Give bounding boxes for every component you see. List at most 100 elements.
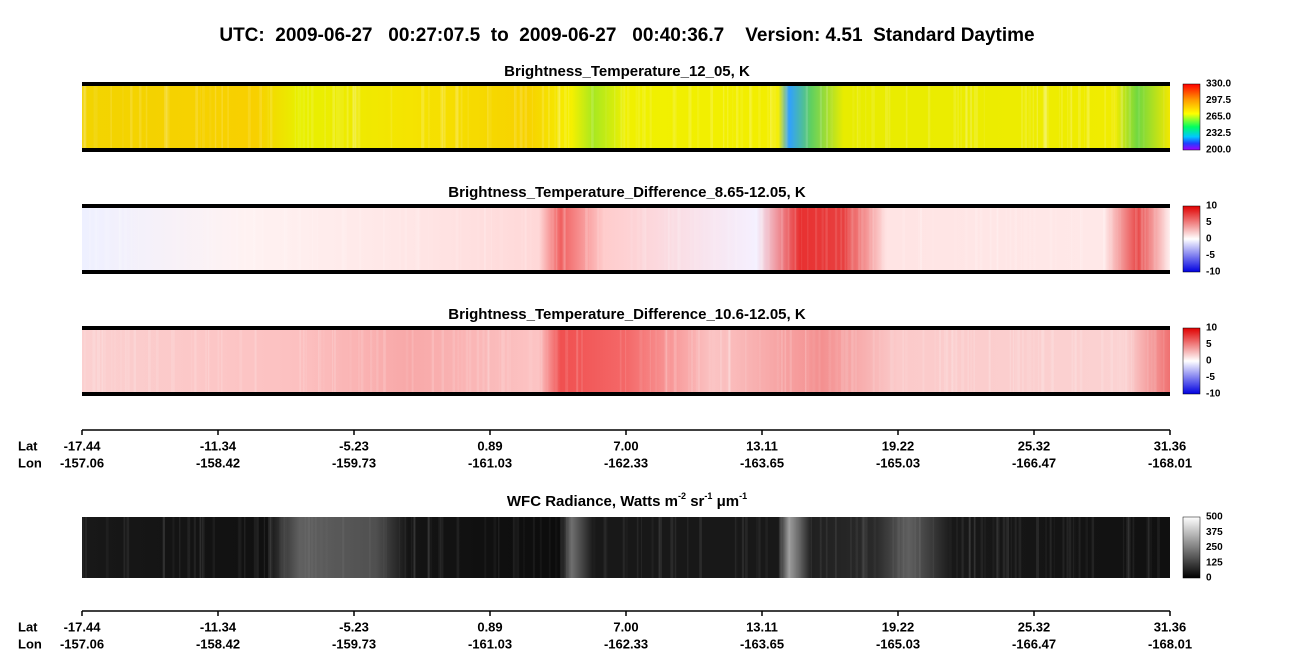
swath-streak: [515, 84, 517, 150]
swath-streak: [858, 84, 861, 150]
swath-streak: [299, 328, 301, 394]
swath-streak: [484, 206, 486, 272]
swath-streak: [812, 328, 816, 394]
swath-streak: [779, 517, 782, 578]
swath-streak: [1043, 328, 1045, 394]
swath-streak: [468, 328, 472, 394]
swath-streak: [1085, 517, 1089, 578]
swath-image: [82, 328, 1170, 394]
swath-streak: [476, 328, 480, 394]
swath-streak: [961, 517, 965, 578]
swath-streak: [919, 206, 923, 272]
swath-streak: [1121, 84, 1124, 150]
swath-streak: [983, 84, 985, 150]
swath-streak: [1078, 84, 1081, 150]
swath-streak: [1102, 206, 1106, 272]
swath-streak: [636, 517, 639, 578]
swath-streak: [1150, 517, 1152, 578]
swath-streak: [919, 206, 923, 272]
swath-streak: [568, 517, 571, 578]
swath-edge: [82, 326, 1170, 330]
swath-streak: [279, 517, 283, 578]
swath-streak: [1128, 517, 1131, 578]
swath-streak: [1132, 328, 1135, 394]
swath-streak: [247, 84, 251, 150]
swath-streak: [844, 328, 848, 394]
swath-streak: [979, 206, 983, 272]
swath-streak: [1047, 84, 1050, 150]
swath-streak: [965, 84, 968, 150]
swath-streak: [1052, 328, 1054, 394]
swath-streak: [1122, 517, 1125, 578]
swath-streak: [703, 206, 705, 272]
swath-streak: [417, 206, 420, 272]
swath-streak: [932, 517, 934, 578]
colorbar-label: 375: [1206, 527, 1223, 538]
swath-streak: [439, 517, 442, 578]
swath-streak: [852, 84, 855, 150]
colorbar-label: 0: [1206, 573, 1212, 584]
swath-streak: [342, 517, 345, 578]
swath-streak: [761, 206, 765, 272]
swath-edge: [82, 82, 1170, 86]
swath-streak: [1058, 84, 1061, 150]
swath-streak: [483, 206, 486, 272]
swath-streak: [968, 517, 971, 578]
swath-streak: [1105, 206, 1107, 272]
swath-streak: [519, 84, 523, 150]
swath-streak: [199, 84, 201, 150]
lat-label: 0.89: [477, 438, 502, 453]
swath-streak: [840, 206, 843, 272]
swath-streak: [630, 206, 633, 272]
swath-streak: [217, 328, 220, 394]
swath-streak: [918, 517, 920, 578]
swath-streak: [253, 517, 257, 578]
swath-streak: [1069, 84, 1073, 150]
swath-streak: [892, 517, 894, 578]
swath-streak: [1101, 328, 1104, 394]
swath-streak: [1061, 84, 1063, 150]
swath-streak: [443, 84, 446, 150]
swath-streak: [1080, 206, 1082, 272]
swath-streak: [84, 328, 86, 394]
swath-streak: [305, 328, 307, 394]
swath-streak: [1087, 84, 1090, 150]
swath-streak: [145, 84, 148, 150]
swath-streak: [712, 206, 716, 272]
swath-streak: [514, 517, 518, 578]
swath-streak: [789, 328, 792, 394]
swath-streak: [252, 206, 256, 272]
swath-streak: [1137, 84, 1141, 150]
swath-streak: [1112, 84, 1116, 150]
swath-streak: [299, 84, 302, 150]
swath-streak: [1005, 517, 1007, 578]
swath-streak: [888, 84, 891, 150]
swath-streak: [250, 206, 253, 272]
swath-streak: [1080, 206, 1083, 272]
swath-streak: [674, 84, 677, 150]
swath-streak: [814, 206, 818, 272]
swath-streak: [955, 84, 957, 150]
swath-streak: [914, 517, 916, 578]
swath-streak: [819, 517, 822, 578]
swath-streak: [758, 84, 761, 150]
swath-streak: [850, 206, 854, 272]
swath-streak: [441, 328, 444, 394]
swath-streak: [996, 206, 998, 272]
swath-streak: [357, 328, 360, 394]
swath-streak: [376, 328, 379, 394]
swath-streak: [556, 206, 558, 272]
swath-streak: [171, 328, 174, 394]
swath-streak: [794, 517, 796, 578]
swath-streak: [1125, 328, 1127, 394]
swath-streak: [530, 206, 532, 272]
swath-streak: [759, 206, 763, 272]
swath-streak: [1083, 84, 1085, 150]
swath-streak: [383, 328, 386, 394]
lat-label: 0.89: [477, 619, 502, 634]
swath-streak: [804, 328, 807, 394]
swath-streak: [456, 84, 459, 150]
swath-streak: [756, 206, 758, 272]
swath-streak: [970, 328, 973, 394]
swath-streak: [171, 206, 173, 272]
